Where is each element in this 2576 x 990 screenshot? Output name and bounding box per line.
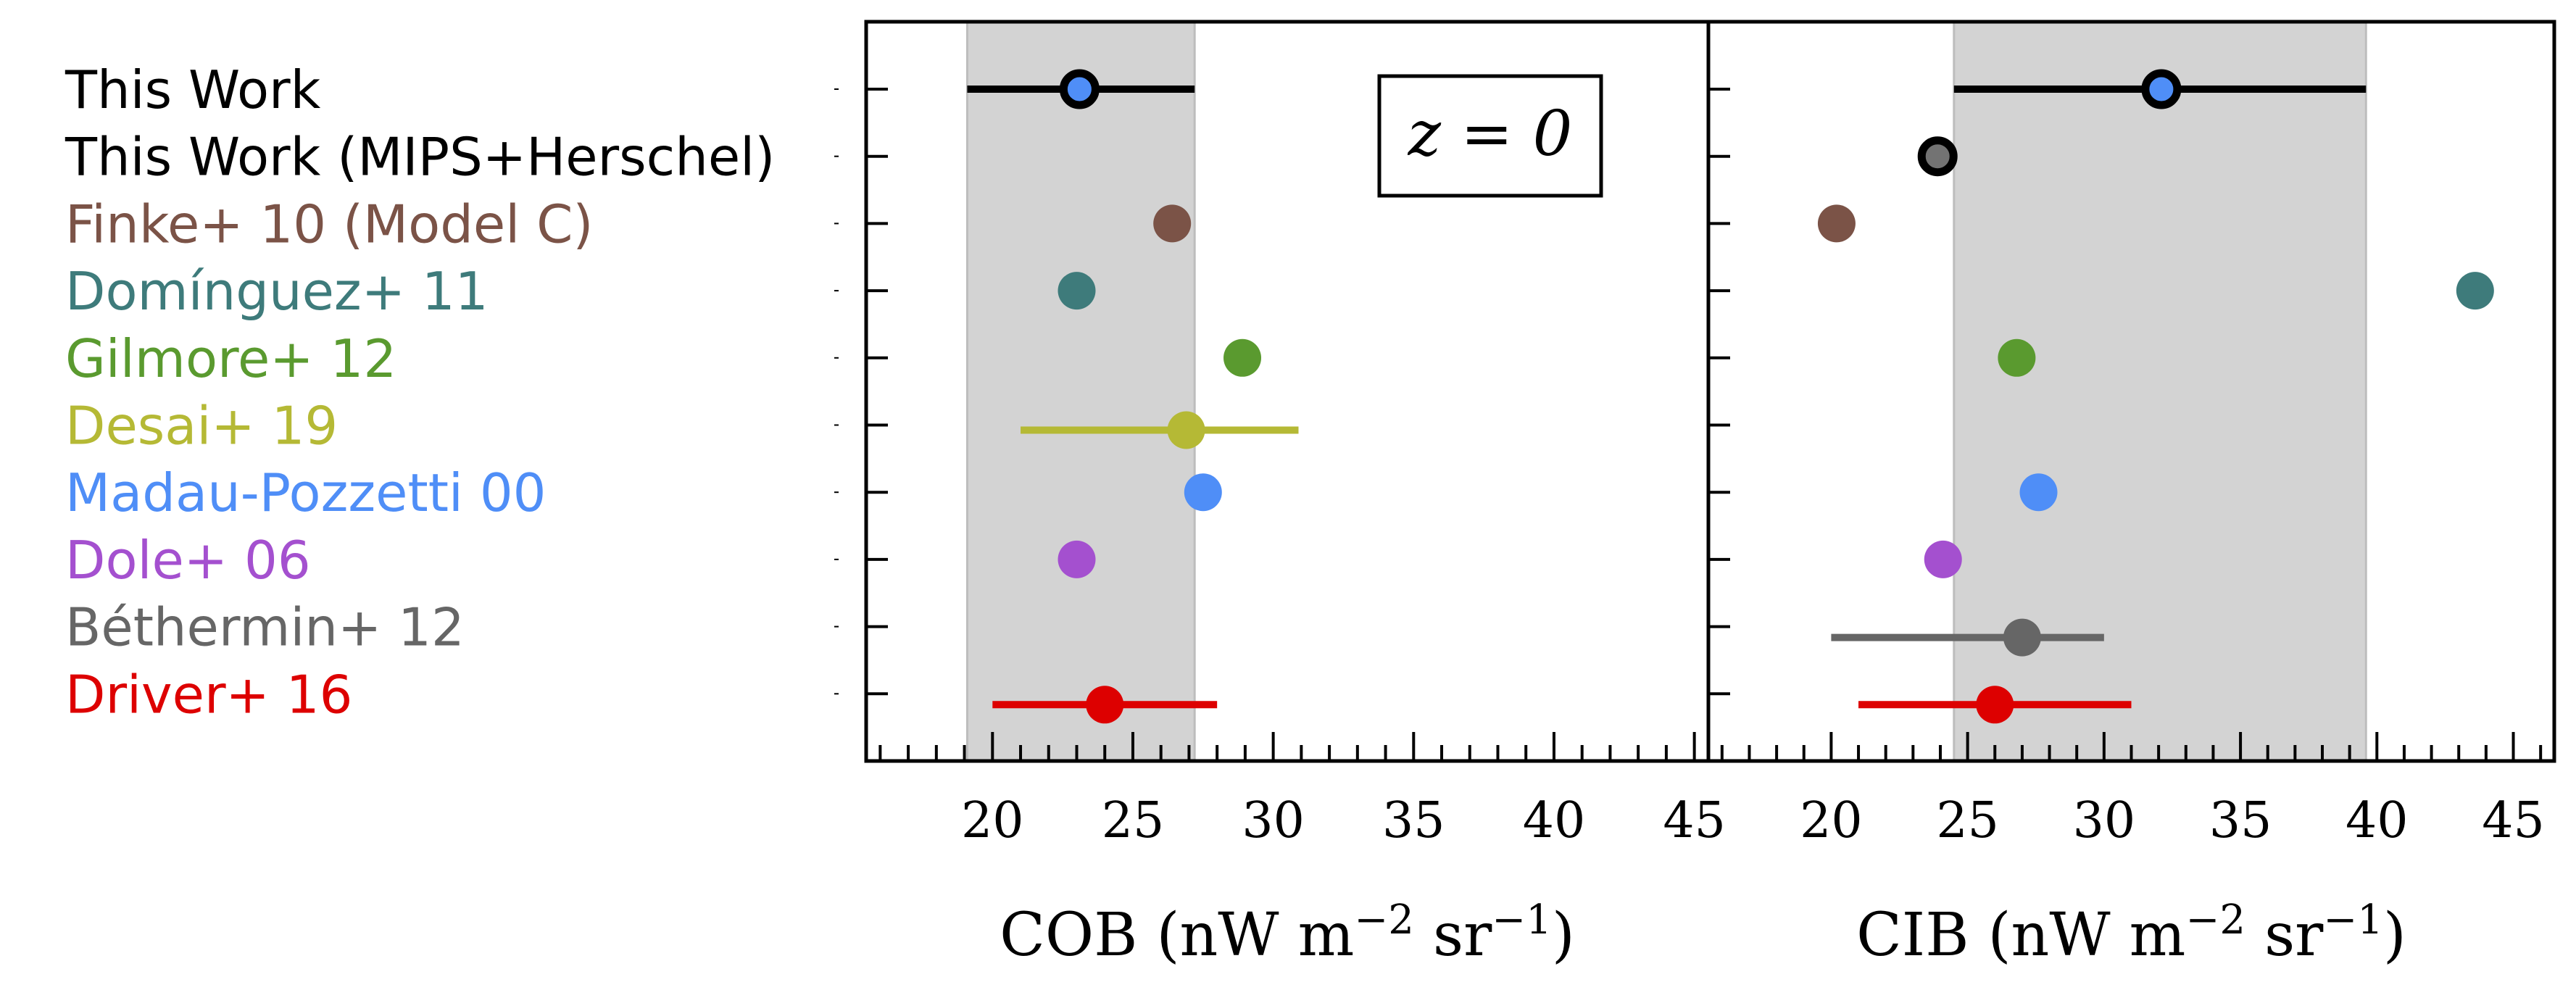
point-driver-16 (1976, 686, 2014, 724)
point-desai-19 (1167, 411, 1205, 449)
point-dole-06 (1924, 540, 1962, 578)
x-axis-title: COB (nW m−2 sr−1) (1000, 897, 1575, 970)
legend-entry-gilmore-12: Gilmore+ 12 (65, 328, 396, 389)
legend-entry-madau-pozzetti-00: Madau-Pozzetti 00 (65, 462, 546, 523)
redshift-annotation-text: z = 0 (1408, 98, 1573, 170)
x-tick-label: 25 (1102, 792, 1165, 849)
x-axis-title-part: −2 (2185, 897, 2245, 944)
point-this-work (1059, 69, 1100, 109)
x-axis-title-part: sr (1414, 901, 1492, 970)
y-ticks (1708, 88, 1730, 696)
point-finke-10-model-c (1817, 204, 1856, 243)
x-axis-title-part: ) (2383, 901, 2406, 970)
point-madau-pozzetti-00 (1184, 473, 1222, 512)
redshift-annotation-box (1377, 74, 1603, 198)
x-axis-title-part: COB (nW m (1000, 901, 1354, 970)
legend-entry-this-work: This Work (65, 59, 321, 120)
data-series (967, 69, 1299, 724)
point-this-work-mips-herschel (1917, 136, 1958, 177)
x-tick-label: 20 (1800, 792, 1863, 849)
x-tick-label: 30 (1242, 792, 1305, 849)
axes-frame (1706, 20, 2556, 763)
legend-entry-dom-nguez-11: Domínguez+ 11 (65, 261, 489, 322)
legend-entry-b-thermin-12: Béthermin+ 12 (65, 597, 465, 658)
x-axis-title-part: CIB (nW m (1856, 901, 2185, 970)
legend-entry-driver-16: Driver+ 16 (65, 664, 352, 725)
legend-entry-dole-06: Dole+ 06 (65, 530, 311, 591)
point-dole-06 (1058, 540, 1096, 578)
x-tick-label: 35 (2209, 792, 2272, 849)
point-gilmore-12 (1998, 338, 2036, 377)
cib-panel: 20 25 30 35 40 45 CIB (nW m−2 sr−1) (1706, 20, 2556, 970)
x-axis-title-part: −1 (2323, 897, 2383, 944)
point-dom-nguez-11 (1058, 272, 1096, 310)
x-tick-label: 25 (1936, 792, 1999, 849)
x-axis-title-part: −2 (1354, 897, 1414, 944)
x-tick-label: 35 (1382, 792, 1445, 849)
x-ticks: 20 25 30 35 40 45 (878, 732, 1726, 849)
x-tick-label: 30 (2073, 792, 2136, 849)
legend-entry-desai-19: Desai+ 19 (65, 396, 338, 457)
point-madau-pozzetti-00 (2019, 473, 2058, 512)
x-tick-label: 45 (1663, 792, 1726, 849)
uncertainty-band (965, 20, 1196, 762)
x-tick-label: 20 (961, 792, 1024, 849)
x-axis-title-part: −1 (1492, 897, 1552, 944)
redshift-annotation: z = 0 (1377, 74, 1603, 198)
x-axis-title-part: sr (2245, 901, 2324, 970)
point-gilmore-12 (1223, 338, 1262, 377)
x-axis-title-part: ) (1552, 901, 1575, 970)
point-finke-10-model-c (1153, 204, 1192, 243)
cob-panel: 20 25 30 35 40 45 COB (nW m−2 sr−1) (834, 20, 1726, 970)
legend-entry-finke-10-model-c: Finke+ 10 (Model C) (65, 194, 593, 254)
point-driver-16 (1086, 686, 1124, 724)
data-series (1817, 69, 2494, 724)
point-b-thermin-12 (2003, 618, 2041, 657)
x-tick-label: 45 (2482, 792, 2545, 849)
legend-entry-this-work-mips-herschel: This Work (MIPS+Herschel) (65, 127, 775, 188)
point-dom-nguez-11 (2456, 272, 2494, 310)
x-tick-label: 40 (2346, 792, 2409, 849)
legend: This Work This Work (MIPS+Herschel)Finke+… (65, 59, 775, 725)
point-this-work (2141, 69, 2182, 109)
x-tick-label: 40 (1523, 792, 1586, 849)
y-ticks (834, 88, 888, 696)
x-axis-title: CIB (nW m−2 sr−1) (1856, 897, 2406, 970)
x-ticks: 20 25 30 35 40 45 (1720, 732, 2545, 849)
